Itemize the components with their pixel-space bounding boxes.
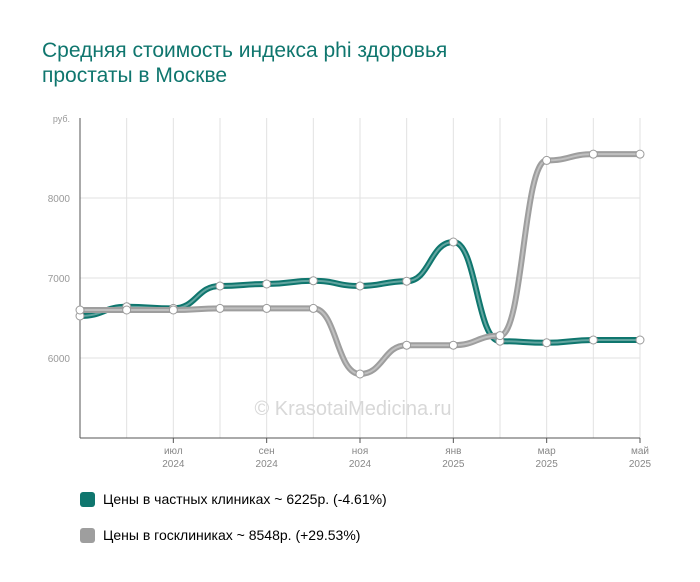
- data-point-private: [635, 335, 645, 345]
- legend-label-public: Цены в госклиниках ~ 8548р. (+29.53%): [103, 527, 361, 543]
- y-axis-labels: 6000 7000 8000 руб.: [48, 114, 71, 365]
- x-tick-label-month: янв: [445, 446, 461, 457]
- data-point-public: [588, 149, 598, 159]
- series-layer: [75, 149, 645, 379]
- data-point-public: [448, 340, 458, 350]
- data-point-public: [635, 149, 645, 159]
- x-tick-label-year: 2024: [256, 459, 279, 470]
- data-point-private: [215, 281, 225, 291]
- data-point-public: [495, 331, 505, 341]
- x-tick-label-year: 2025: [536, 459, 559, 470]
- data-point-public: [262, 303, 272, 313]
- watermark: © KrasotaiMedicina.ru: [254, 398, 451, 420]
- data-point-public: [75, 305, 85, 315]
- x-tick-label-month: сен: [259, 446, 275, 457]
- legend-label-private: Цены в частных клиниках ~ 6225р. (-4.61%…: [103, 491, 387, 507]
- x-axis-labels: июл 2024 сен 2024 ноя 2024 янв 2025 мар 2025 май 20…: [162, 446, 651, 470]
- data-point-public: [122, 305, 132, 315]
- data-point-private: [588, 335, 598, 345]
- x-tick-label-month: июл: [164, 446, 183, 457]
- data-point-private: [448, 237, 458, 247]
- chart-title-line-1: Средняя стоимость индекса phi здоровья: [42, 39, 448, 62]
- x-tick-label-year: 2024: [349, 459, 372, 470]
- data-point-private: [402, 276, 412, 286]
- series-public: [75, 149, 645, 379]
- x-tick-label-year: 2025: [442, 459, 465, 470]
- data-point-private: [262, 279, 272, 289]
- axes: [79, 118, 641, 443]
- y-tick-label: 7000: [48, 274, 71, 285]
- legend-swatch-public: [80, 527, 95, 543]
- chart-title: Средняя стоимость индекса phi здоровья п…: [42, 38, 662, 88]
- x-tick-label-month: мар: [538, 446, 556, 457]
- y-tick-label: 8000: [48, 194, 71, 205]
- x-tick-label-year: 2024: [162, 459, 185, 470]
- data-point-private: [355, 281, 365, 291]
- legend-item-public[interactable]: Цены в госклиниках ~ 8548р. (+29.53%): [80, 524, 387, 546]
- data-point-public: [308, 303, 318, 313]
- grid: [79, 118, 641, 438]
- x-tick-label-year: 2025: [629, 459, 652, 470]
- data-point-public: [402, 340, 412, 350]
- data-point-private: [542, 338, 552, 348]
- y-tick-label: 6000: [48, 354, 71, 365]
- x-tick-label-month: май: [631, 446, 649, 457]
- legend: Цены в частных клиниках ~ 6225р. (-4.61%…: [80, 488, 387, 560]
- x-tick-label-month: ноя: [352, 446, 369, 457]
- data-point-public: [168, 305, 178, 315]
- legend-item-private[interactable]: Цены в частных клиниках ~ 6225р. (-4.61%…: [80, 488, 387, 510]
- data-point-public: [542, 155, 552, 165]
- chart-title-line-2: простаты в Москве: [42, 64, 228, 87]
- data-point-private: [308, 276, 318, 286]
- y-unit-label: руб.: [53, 114, 70, 124]
- data-point-public: [355, 369, 365, 379]
- legend-swatch-private: [80, 491, 95, 507]
- data-point-public: [215, 303, 225, 313]
